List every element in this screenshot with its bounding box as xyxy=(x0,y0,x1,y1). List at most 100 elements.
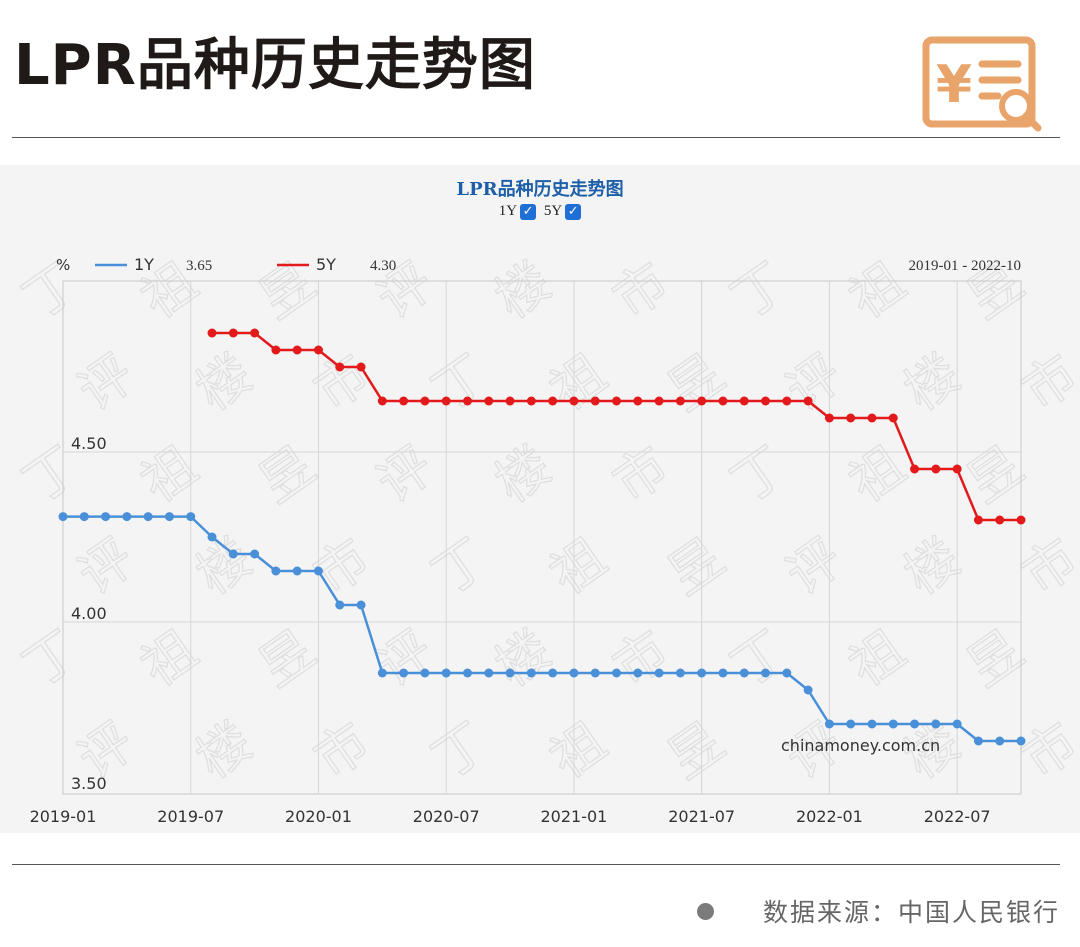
watermark-glyph: 丁 xyxy=(422,712,499,791)
data-point-5y[interactable] xyxy=(484,396,494,406)
data-point-5y[interactable] xyxy=(867,413,877,423)
data-point-5y[interactable] xyxy=(612,396,622,406)
data-point-5y[interactable] xyxy=(207,328,217,338)
data-point-1y[interactable] xyxy=(505,668,515,678)
data-point-1y[interactable] xyxy=(973,736,983,746)
data-point-5y[interactable] xyxy=(548,396,558,406)
data-point-5y[interactable] xyxy=(761,396,771,406)
data-point-5y[interactable] xyxy=(313,345,323,355)
data-point-5y[interactable] xyxy=(952,464,962,474)
watermark-glyph: 祖 xyxy=(131,620,208,699)
horizontal-gridlines xyxy=(63,451,1021,623)
data-point-5y[interactable] xyxy=(782,396,792,406)
data-point-1y[interactable] xyxy=(782,668,792,678)
data-point-5y[interactable] xyxy=(590,396,600,406)
data-point-1y[interactable] xyxy=(910,719,920,729)
data-point-1y[interactable] xyxy=(484,668,494,678)
x-tick-label: 2021-07 xyxy=(668,807,735,826)
data-point-1y[interactable] xyxy=(1016,736,1026,746)
data-point-5y[interactable] xyxy=(271,345,281,355)
data-point-5y[interactable] xyxy=(1016,515,1026,525)
data-point-5y[interactable] xyxy=(803,396,813,406)
data-point-5y[interactable] xyxy=(739,396,749,406)
data-point-5y[interactable] xyxy=(824,413,834,423)
data-point-1y[interactable] xyxy=(548,668,558,678)
data-point-1y[interactable] xyxy=(101,512,111,522)
data-point-1y[interactable] xyxy=(612,668,622,678)
data-point-1y[interactable] xyxy=(739,668,749,678)
data-point-1y[interactable] xyxy=(526,668,536,678)
data-point-5y[interactable] xyxy=(377,396,387,406)
data-point-5y[interactable] xyxy=(888,413,898,423)
data-point-5y[interactable] xyxy=(675,396,685,406)
data-point-1y[interactable] xyxy=(292,566,302,576)
data-point-1y[interactable] xyxy=(590,668,600,678)
watermark-glyph: 昱 xyxy=(249,620,326,699)
data-point-5y[interactable] xyxy=(462,396,472,406)
data-point-1y[interactable] xyxy=(335,600,345,610)
data-point-5y[interactable] xyxy=(931,464,941,474)
data-point-5y[interactable] xyxy=(335,362,345,372)
toggle-5y[interactable]: 5Y ✓ xyxy=(544,203,582,220)
data-point-1y[interactable] xyxy=(931,719,941,729)
data-point-1y[interactable] xyxy=(356,600,366,610)
data-point-1y[interactable] xyxy=(675,668,685,678)
data-point-1y[interactable] xyxy=(888,719,898,729)
data-point-1y[interactable] xyxy=(79,512,89,522)
checkbox-5y-icon[interactable]: ✓ xyxy=(565,203,582,220)
data-point-5y[interactable] xyxy=(697,396,707,406)
data-point-5y[interactable] xyxy=(633,396,643,406)
data-point-1y[interactable] xyxy=(654,668,664,678)
data-point-1y[interactable] xyxy=(569,668,579,678)
data-point-1y[interactable] xyxy=(164,512,174,522)
data-point-1y[interactable] xyxy=(313,566,323,576)
checkbox-1y-icon[interactable]: ✓ xyxy=(520,203,537,220)
data-point-5y[interactable] xyxy=(718,396,728,406)
data-point-1y[interactable] xyxy=(846,719,856,729)
data-point-1y[interactable] xyxy=(228,549,238,559)
data-point-1y[interactable] xyxy=(58,512,68,522)
data-point-5y[interactable] xyxy=(973,515,983,525)
toggle-1y-label: 1Y xyxy=(498,203,518,219)
data-point-1y[interactable] xyxy=(271,566,281,576)
data-point-5y[interactable] xyxy=(526,396,536,406)
data-point-1y[interactable] xyxy=(761,668,771,678)
data-point-5y[interactable] xyxy=(356,362,366,372)
data-point-1y[interactable] xyxy=(462,668,472,678)
data-point-5y[interactable] xyxy=(441,396,451,406)
data-point-1y[interactable] xyxy=(718,668,728,678)
toggle-1y[interactable]: 1Y ✓ xyxy=(498,203,537,220)
data-point-1y[interactable] xyxy=(824,719,834,729)
data-point-5y[interactable] xyxy=(846,413,856,423)
data-point-1y[interactable] xyxy=(377,668,387,678)
data-point-1y[interactable] xyxy=(250,549,260,559)
data-point-5y[interactable] xyxy=(995,515,1005,525)
data-point-1y[interactable] xyxy=(399,668,409,678)
data-point-1y[interactable] xyxy=(143,512,153,522)
data-point-1y[interactable] xyxy=(420,668,430,678)
data-point-5y[interactable] xyxy=(292,345,302,355)
data-point-1y[interactable] xyxy=(952,719,962,729)
data-point-5y[interactable] xyxy=(505,396,515,406)
data-point-5y[interactable] xyxy=(910,464,920,474)
data-point-1y[interactable] xyxy=(122,512,132,522)
watermark-glyph: 楼 xyxy=(894,528,971,607)
data-point-5y[interactable] xyxy=(250,328,260,338)
data-point-1y[interactable] xyxy=(633,668,643,678)
data-point-1y[interactable] xyxy=(995,736,1005,746)
data-point-5y[interactable] xyxy=(228,328,238,338)
data-point-1y[interactable] xyxy=(207,532,217,542)
series-points xyxy=(58,328,1026,746)
data-point-1y[interactable] xyxy=(441,668,451,678)
data-point-1y[interactable] xyxy=(186,512,196,522)
data-point-1y[interactable] xyxy=(697,668,707,678)
data-point-5y[interactable] xyxy=(399,396,409,406)
data-point-5y[interactable] xyxy=(654,396,664,406)
data-point-5y[interactable] xyxy=(569,396,579,406)
plot-frame xyxy=(62,280,1022,795)
data-point-1y[interactable] xyxy=(867,719,877,729)
legend-5y-name: 5Y xyxy=(316,255,336,274)
watermark-glyph: 市 xyxy=(603,620,680,699)
data-point-1y[interactable] xyxy=(803,685,813,695)
data-point-5y[interactable] xyxy=(420,396,430,406)
